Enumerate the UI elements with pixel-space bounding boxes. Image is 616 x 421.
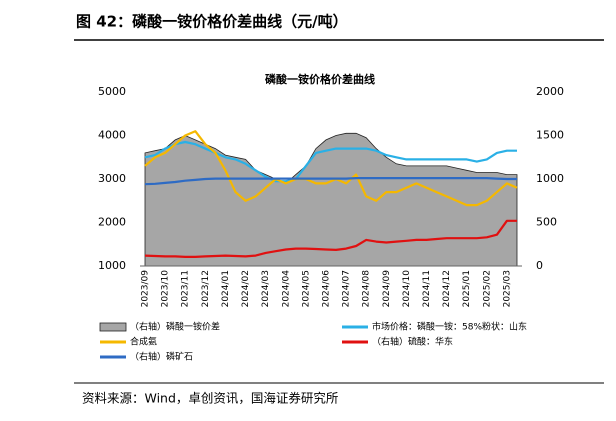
line	[144, 130, 518, 207]
x-tick-label: 2024/02	[241, 270, 251, 307]
x-tick-label: 2023/09	[141, 270, 151, 308]
y-tick-label: 4000	[98, 129, 126, 142]
x-tick-label: 2023/11	[181, 270, 191, 307]
y2-tick-label: 2000	[536, 85, 564, 98]
figure-title: 图 42：磷酸一铵价格价差曲线（元/吨）	[76, 13, 348, 31]
line	[144, 177, 517, 186]
x-tick-label: 2024/06	[321, 270, 331, 308]
x-tick-label: 2024/11	[422, 270, 432, 307]
legend-label: 市场价格：磷酸一铵：58%粉状：山东	[372, 321, 527, 333]
y-tick-label: 2000	[98, 216, 126, 229]
y2-tick-label: 500	[536, 216, 557, 229]
x-tick-label: 2025/01	[462, 270, 472, 307]
x-tick-label: 2025/03	[502, 270, 512, 307]
legend-label: （右轴）磷矿石	[130, 351, 193, 363]
y-tick-label: 1000	[98, 259, 126, 272]
chart-title: 磷酸一铵价格价差曲线	[265, 72, 375, 86]
x-tick-label: 2024/05	[301, 270, 311, 307]
x-tick-label: 2024/03	[261, 270, 271, 307]
legend-label: （右轴）磷酸一铵价差	[130, 321, 220, 333]
line	[144, 219, 517, 258]
x-tick-label: 2025/02	[482, 270, 492, 307]
x-tick-label: 2024/08	[362, 270, 372, 308]
y2-tick-label: 0	[536, 259, 543, 272]
x-tick-label: 2024/10	[402, 270, 412, 308]
line	[144, 140, 517, 183]
legend-swatch	[99, 322, 127, 332]
y-tick-label: 3000	[98, 172, 126, 185]
source: 资料来源：Wind，卓创资讯，国海证券研究所	[82, 391, 338, 406]
y-tick-label: 5000	[98, 85, 126, 98]
area	[144, 132, 518, 267]
y2-tick-label: 1500	[536, 129, 564, 142]
x-tick-label: 2023/10	[161, 270, 171, 308]
x-tick-label: 2024/09	[382, 270, 392, 308]
legend-label: 合成氨	[130, 336, 157, 348]
y2-tick-label: 1000	[536, 172, 564, 185]
legend-label: （右轴）硫酸：华东	[372, 336, 453, 348]
x-tick-label: 2024/01	[221, 270, 231, 307]
x-tick-label: 2024/04	[281, 270, 291, 308]
x-tick-label: 2023/12	[201, 270, 211, 307]
x-tick-label: 2024/12	[442, 270, 452, 307]
x-tick-label: 2024/07	[342, 270, 352, 307]
